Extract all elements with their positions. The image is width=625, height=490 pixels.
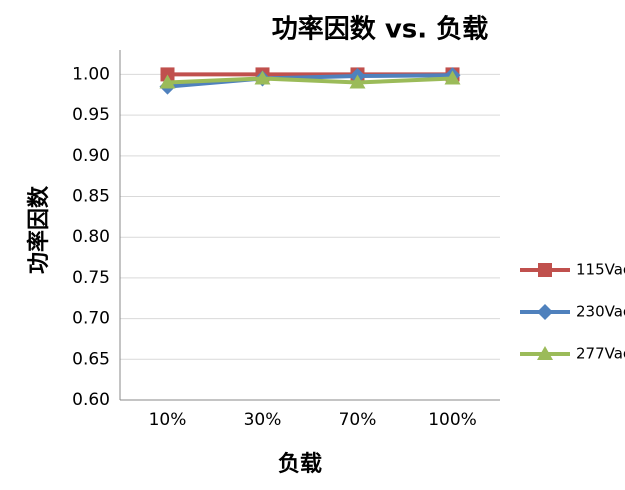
x-tick-label: 10% bbox=[149, 410, 187, 430]
legend-label: 115Vac bbox=[576, 261, 625, 279]
marker bbox=[537, 346, 553, 360]
y-tick-label: 0.75 bbox=[72, 268, 110, 288]
marker bbox=[538, 263, 552, 277]
series-line bbox=[167, 73, 453, 89]
series-line bbox=[167, 76, 453, 85]
y-tick-label: 0.70 bbox=[72, 309, 110, 329]
y-tick-label: 0.80 bbox=[72, 227, 110, 247]
y-tick-label: 0.95 bbox=[72, 105, 110, 125]
marker bbox=[159, 74, 176, 89]
marker bbox=[537, 304, 553, 320]
y-tick-label: 0.60 bbox=[72, 390, 110, 410]
y-tick-label: 1.00 bbox=[72, 64, 110, 84]
y-tick-label: 0.90 bbox=[72, 146, 110, 166]
x-tick-label: 70% bbox=[339, 410, 377, 430]
x-axis-label: 负载 bbox=[278, 451, 322, 477]
legend-label: 277Vac bbox=[576, 345, 625, 363]
legend-label: 230Vac bbox=[576, 303, 625, 321]
x-tick-label: 100% bbox=[428, 410, 477, 430]
chart-title: 功率因数 vs. 负载 bbox=[272, 14, 488, 45]
marker bbox=[160, 67, 175, 82]
marker bbox=[254, 70, 271, 85]
y-tick-label: 0.85 bbox=[72, 187, 110, 207]
x-tick-label: 30% bbox=[244, 410, 282, 430]
y-tick-label: 0.65 bbox=[72, 349, 110, 369]
marker bbox=[444, 70, 461, 85]
marker bbox=[349, 74, 366, 89]
y-axis-label: 功率因数 bbox=[26, 185, 52, 274]
